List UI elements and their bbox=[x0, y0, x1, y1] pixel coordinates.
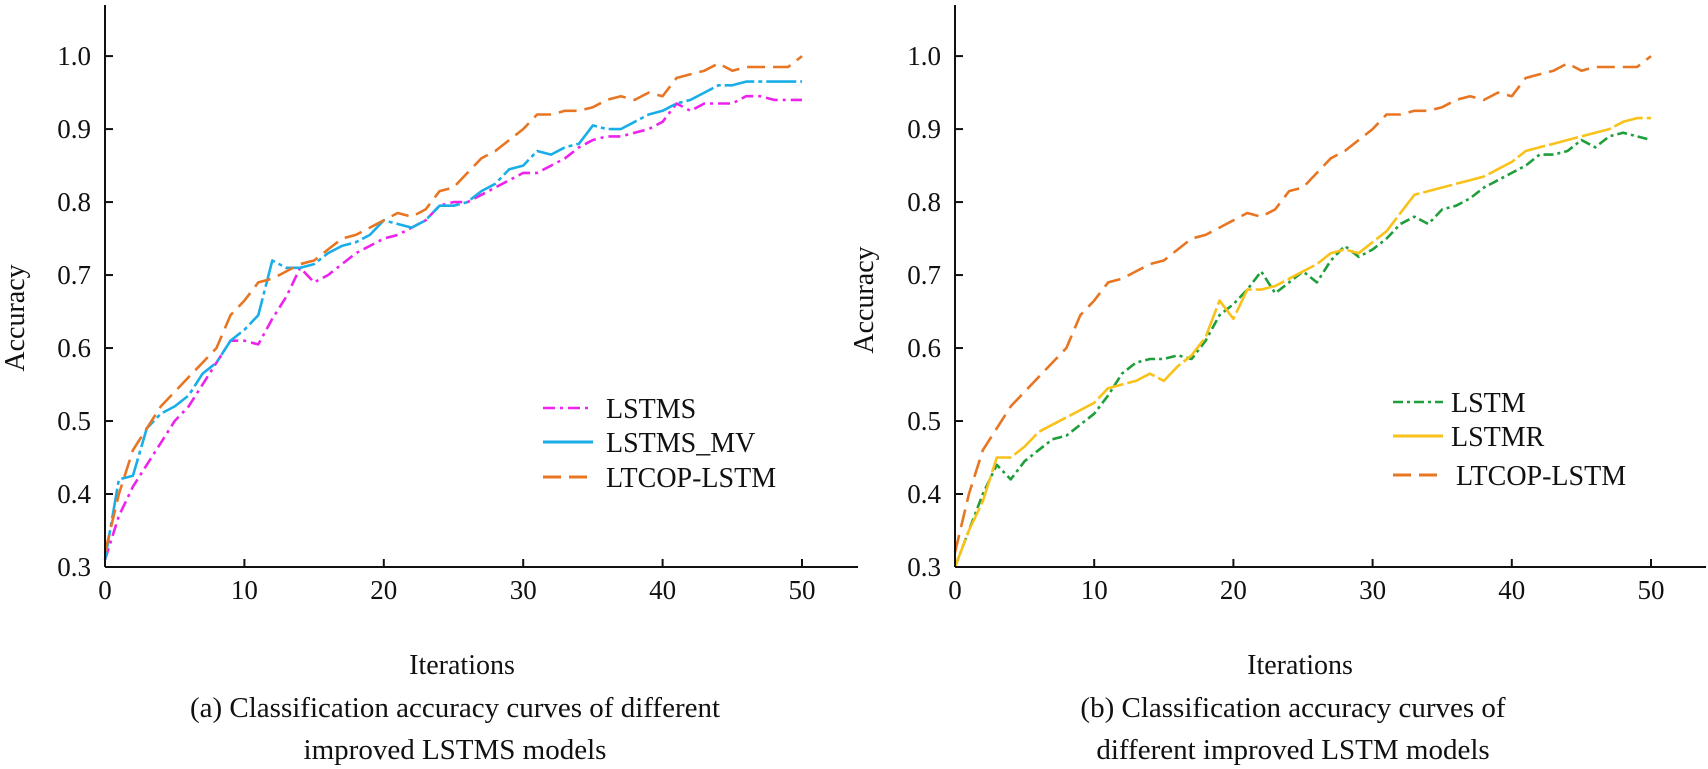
series-line-lstms-a bbox=[103, 94, 802, 561]
legend-label-ltcop-lstm-b: LTCOP-LSTM bbox=[1456, 461, 1626, 492]
y-tick-label-b: 1.0 bbox=[907, 41, 941, 71]
x-tick-label-b: 10 bbox=[1081, 575, 1108, 605]
caption-line-2-b: different improved LSTM models bbox=[1096, 734, 1489, 766]
y-tick-label-a: 1.0 bbox=[57, 41, 91, 71]
y-tick-label-b: 0.5 bbox=[907, 406, 941, 436]
legend-label-ltcop-lstm-a: LTCOP-LSTM bbox=[606, 463, 776, 494]
tick-layer-a: 0 10 20 30 40 50 0.3 0.4 0.5 0.6 0.7 0.8 0.9 1.0 bbox=[57, 41, 815, 605]
caption-line-1-a: (a) Classification accuracy curves of di… bbox=[190, 692, 720, 724]
x-tick-label-a: 20 bbox=[370, 575, 397, 605]
y-tick-label-b: 0.9 bbox=[907, 114, 941, 144]
x-tick-label-b: 0 bbox=[948, 575, 962, 605]
x-tick-label-b: 50 bbox=[1638, 575, 1665, 605]
y-tick-label-a: 0.9 bbox=[57, 114, 91, 144]
y-tick-label-a: 0.7 bbox=[57, 260, 91, 290]
y-tick-label-b: 0.7 bbox=[907, 260, 941, 290]
caption-line-1-b: (b) Classification accuracy curves of bbox=[1080, 692, 1505, 724]
y-tick-label-b: 0.4 bbox=[907, 479, 941, 509]
legend-label-lstms: LSTMS bbox=[606, 394, 696, 425]
x-tick-label-b: 20 bbox=[1220, 575, 1247, 605]
series-line-ltcop-lstm-b bbox=[953, 55, 1652, 553]
x-tick-label-a: 40 bbox=[649, 575, 676, 605]
legend-label-lstmr: LSTMR bbox=[1451, 422, 1545, 453]
tick-layer-b: 0 10 20 30 40 50 0.3 0.4 0.5 0.6 0.7 0.8 0.9 1.0 bbox=[907, 41, 1664, 605]
y-tick-label-a: 0.3 bbox=[57, 552, 91, 582]
legend-label-lstms-mv: LSTMS_MV bbox=[606, 428, 755, 459]
x-tick-label-a: 0 bbox=[98, 575, 112, 605]
y-tick-label-b: 0.6 bbox=[907, 333, 941, 363]
series-layer-b bbox=[953, 55, 1652, 568]
x-tick-label-a: 10 bbox=[231, 575, 258, 605]
x-tick-label-b: 30 bbox=[1359, 575, 1386, 605]
x-axis-title-b: Iterations bbox=[1247, 650, 1353, 681]
chart-panel-a: 0 10 20 30 40 50 0.3 0.4 0.5 0.6 0.7 0.8 0.9 1.0 Iter… bbox=[0, 5, 858, 766]
chart-panel-b: 0 10 20 30 40 50 0.3 0.4 0.5 0.6 0.7 0.8 0.9 1.0 Iter… bbox=[849, 5, 1706, 766]
x-axis-title-a: Iterations bbox=[409, 650, 515, 681]
y-tick-label-a: 0.5 bbox=[57, 406, 91, 436]
series-line-ltcop-lstm-a bbox=[103, 55, 803, 553]
y-tick-label-b: 0.3 bbox=[907, 552, 941, 582]
y-tick-label-b: 0.8 bbox=[907, 187, 941, 217]
y-axis-title-a: Accuracy bbox=[0, 264, 31, 371]
series-line-lstms-mv-a bbox=[103, 80, 802, 560]
series-layer-a bbox=[103, 55, 803, 561]
series-line-lstm-b bbox=[953, 131, 1652, 568]
series-line-lstmr-b bbox=[953, 116, 1651, 568]
caption-line-2-a: improved LSTMS models bbox=[304, 734, 607, 766]
y-axis-title-b: Accuracy bbox=[849, 246, 880, 353]
legend-b: LSTM LSTMR LTCOP-LSTM bbox=[1393, 388, 1626, 492]
y-tick-label-a: 0.4 bbox=[57, 479, 91, 509]
x-tick-label-a: 50 bbox=[789, 575, 816, 605]
legend-a: LSTMS LSTMS_MV LTCOP-LSTM bbox=[543, 394, 776, 494]
x-tick-label-a: 30 bbox=[510, 575, 537, 605]
x-tick-label-b: 40 bbox=[1498, 575, 1525, 605]
y-tick-label-a: 0.8 bbox=[57, 187, 91, 217]
legend-label-lstm: LSTM bbox=[1451, 388, 1526, 419]
y-tick-label-a: 0.6 bbox=[57, 333, 91, 363]
